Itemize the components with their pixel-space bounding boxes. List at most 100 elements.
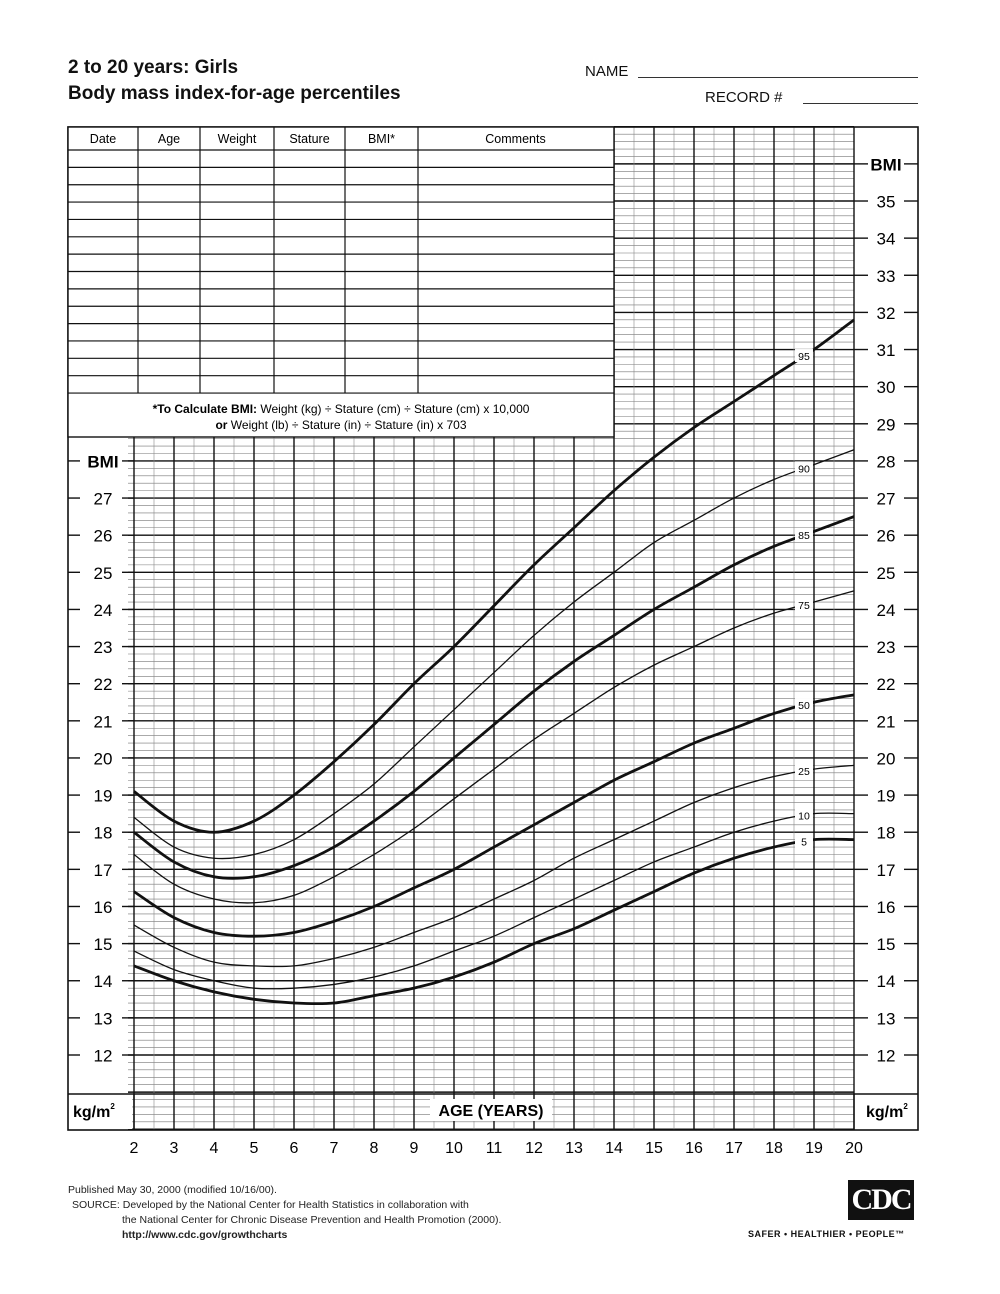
y-tick-label-right: 17: [877, 861, 896, 880]
y-tick-label-right: BMI: [870, 155, 901, 174]
percentile-curve-75: [133, 590, 855, 904]
x-tick-label: 18: [765, 1140, 783, 1157]
percentile-label-75: 75: [798, 600, 810, 612]
y-tick-label-right: 21: [877, 712, 896, 731]
x-tick-label: 3: [170, 1140, 179, 1157]
percentile-label-95: 95: [798, 351, 810, 363]
y-tick-label-left: 21: [94, 712, 113, 731]
y-tick-label-left: 13: [94, 1009, 113, 1028]
y-tick-label-right: 30: [877, 378, 896, 397]
percentile-label-bg: [795, 349, 813, 363]
chart-title-line2: Body mass index-for-age percentiles: [68, 83, 401, 104]
percentile-label-85: 85: [798, 530, 810, 542]
y-tick-label-right: 32: [877, 304, 896, 323]
name-field[interactable]: [638, 77, 918, 78]
table-header-bmi: BMI*: [368, 132, 395, 146]
formula-text: Weight (lb) ÷ Stature (in) ÷ Stature (in…: [227, 418, 466, 432]
y-tick-label-left: 24: [94, 601, 113, 620]
percentile-curve-85: [133, 515, 855, 880]
y-tick-label-right: 23: [877, 638, 896, 657]
unit-text: kg/m: [866, 1104, 903, 1121]
y-tick-label-right: 33: [877, 267, 896, 286]
percentile-label-25: 25: [798, 766, 810, 778]
percentile-curve-25: [133, 764, 855, 968]
table-header-stature: Stature: [289, 132, 329, 146]
table-header-comments: Comments: [485, 132, 545, 146]
y-tick-label-left: 20: [94, 749, 113, 768]
x-tick-label: 17: [725, 1140, 743, 1157]
table-header-date: Date: [90, 132, 116, 146]
percentile-label-bg: [795, 597, 813, 611]
percentile-label-bg: [795, 808, 813, 822]
published-note: Published May 30, 2000 (modified 10/16/0…: [68, 1184, 277, 1196]
y-tick-label-right: 16: [877, 898, 896, 917]
y-tick-label-right: 15: [877, 935, 896, 954]
source-url[interactable]: http://www.cdc.gov/growthcharts: [122, 1229, 288, 1241]
y-tick-label-right: 31: [877, 341, 896, 360]
y-tick-label-left: BMI: [87, 452, 118, 471]
y-tick-label-left: 12: [94, 1047, 113, 1066]
table-header-weight: Weight: [218, 132, 257, 146]
unit-band-left: [69, 1095, 132, 1129]
unit-label-right: kg/m2: [866, 1102, 908, 1121]
unit-text: kg/m: [73, 1104, 110, 1121]
footer: Published May 30, 2000 (modified 10/16/0…: [68, 1183, 501, 1243]
unit-label-left: kg/m2: [73, 1102, 115, 1121]
x-tick-label: 8: [370, 1140, 379, 1157]
x-tick-label: 5: [250, 1140, 259, 1157]
x-axis-label: AGE (YEARS): [439, 1103, 544, 1120]
x-tick-label: 2: [130, 1140, 139, 1157]
percentile-curve-50: [133, 693, 855, 938]
percentile-curve-95: [133, 318, 855, 834]
x-tick-label: 20: [845, 1140, 863, 1157]
y-tick-label-right: 27: [877, 490, 896, 509]
source-line1: SOURCE: Developed by the National Center…: [72, 1199, 469, 1211]
y-tick-label-left: 16: [94, 898, 113, 917]
percentile-label-90: 90: [798, 463, 810, 475]
percentile-label-bg: [795, 834, 813, 848]
right-axis-band: [855, 128, 917, 1093]
y-tick-label-left: 18: [94, 824, 113, 843]
percentile-curve-5: [133, 837, 855, 1006]
x-tick-label: 4: [210, 1140, 219, 1157]
percentile-curve-10: [133, 812, 855, 990]
y-tick-label-left: 25: [94, 564, 113, 583]
record-field[interactable]: [803, 103, 918, 104]
y-tick-label-right: 34: [877, 230, 896, 249]
percentile-curve-90: [133, 449, 855, 860]
formula-text: Weight (kg) ÷ Stature (cm) ÷ Stature (cm…: [257, 402, 530, 416]
grid: [128, 126, 855, 1130]
percentile-label-bg: [795, 461, 813, 475]
name-label: NAME: [585, 63, 629, 80]
x-tick-label: 15: [645, 1140, 663, 1157]
cdc-logo: CDC: [848, 1180, 914, 1220]
y-tick-label-right: 18: [877, 824, 896, 843]
percentile-label-bg: [795, 698, 813, 712]
chart-title-line1: 2 to 20 years: Girls: [68, 57, 239, 78]
y-tick-label-right: 20: [877, 749, 896, 768]
x-tick-label: 16: [685, 1140, 703, 1157]
y-tick-label-left: 23: [94, 638, 113, 657]
percentile-label-bg: [795, 528, 813, 542]
percentile-label-5: 5: [801, 837, 807, 849]
x-tick-label: 11: [486, 1140, 503, 1157]
y-tick-label-left: 15: [94, 935, 113, 954]
y-tick-label-left: 22: [94, 675, 113, 694]
percentile-label-bg: [795, 763, 813, 777]
y-tick-label-right: 24: [877, 601, 896, 620]
x-tick-label: 12: [525, 1140, 543, 1157]
percentile-label-50: 50: [798, 700, 810, 712]
bmi-formula-line1: *To Calculate BMI: Weight (kg) ÷ Stature…: [153, 402, 530, 416]
y-tick-label-right: 35: [877, 193, 896, 212]
record-table: [67, 126, 615, 438]
y-tick-label-left: 26: [94, 527, 113, 546]
formula-bold: *To Calculate BMI:: [153, 402, 257, 416]
y-tick-label-right: 22: [877, 675, 896, 694]
y-tick-label-right: 25: [877, 564, 896, 583]
unit-band-right: [857, 1095, 917, 1129]
percentile-label-10: 10: [798, 811, 810, 823]
y-tick-label-right: 29: [877, 415, 896, 434]
y-tick-label-right: 12: [877, 1047, 896, 1066]
table-header-age: Age: [158, 132, 180, 146]
